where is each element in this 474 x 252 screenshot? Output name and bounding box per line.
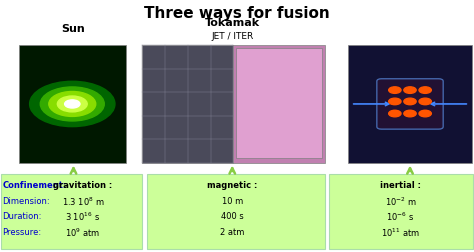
Text: 400 s: 400 s <box>221 212 244 221</box>
Text: $10^{11}$ atm: $10^{11}$ atm <box>381 226 420 239</box>
Circle shape <box>404 110 416 117</box>
Text: Tokamak: Tokamak <box>205 18 260 28</box>
Circle shape <box>49 91 96 116</box>
FancyBboxPatch shape <box>19 45 126 163</box>
Circle shape <box>404 98 416 105</box>
Circle shape <box>389 87 401 93</box>
FancyBboxPatch shape <box>1 174 142 249</box>
Text: Confinement:: Confinement: <box>2 181 67 190</box>
Text: Pressure:: Pressure: <box>2 228 42 237</box>
Text: $10^9$ atm: $10^9$ atm <box>65 226 100 239</box>
FancyBboxPatch shape <box>236 48 322 158</box>
Circle shape <box>389 110 401 117</box>
Circle shape <box>419 98 431 105</box>
Text: 3 $10^{16}$ s: 3 $10^{16}$ s <box>65 210 100 223</box>
Text: 1.3 $10^8$ m: 1.3 $10^8$ m <box>62 195 104 208</box>
Circle shape <box>404 87 416 93</box>
FancyBboxPatch shape <box>377 79 443 129</box>
Text: 10 m: 10 m <box>222 197 243 206</box>
Circle shape <box>389 98 401 105</box>
Circle shape <box>419 87 431 93</box>
Circle shape <box>419 110 431 117</box>
Text: Duration:: Duration: <box>2 212 42 221</box>
FancyBboxPatch shape <box>233 45 325 163</box>
Text: 2 atm: 2 atm <box>220 228 245 237</box>
Circle shape <box>64 100 80 108</box>
Text: $10^{-6}$ s: $10^{-6}$ s <box>386 210 415 223</box>
FancyBboxPatch shape <box>329 174 473 249</box>
Text: gravitation :: gravitation : <box>53 181 112 190</box>
Text: $10^{-2}$ m: $10^{-2}$ m <box>385 195 416 208</box>
Text: Three ways for fusion: Three ways for fusion <box>144 6 330 21</box>
Circle shape <box>40 87 104 121</box>
Circle shape <box>57 96 87 112</box>
FancyBboxPatch shape <box>348 45 472 163</box>
Text: Sun: Sun <box>62 24 85 34</box>
Text: magnetic :: magnetic : <box>207 181 257 190</box>
Text: inertial :: inertial : <box>380 181 421 190</box>
FancyBboxPatch shape <box>142 45 233 163</box>
Circle shape <box>29 81 115 127</box>
Text: JET / ITER: JET / ITER <box>211 32 254 41</box>
FancyBboxPatch shape <box>147 174 325 249</box>
Text: Dimension:: Dimension: <box>2 197 50 206</box>
